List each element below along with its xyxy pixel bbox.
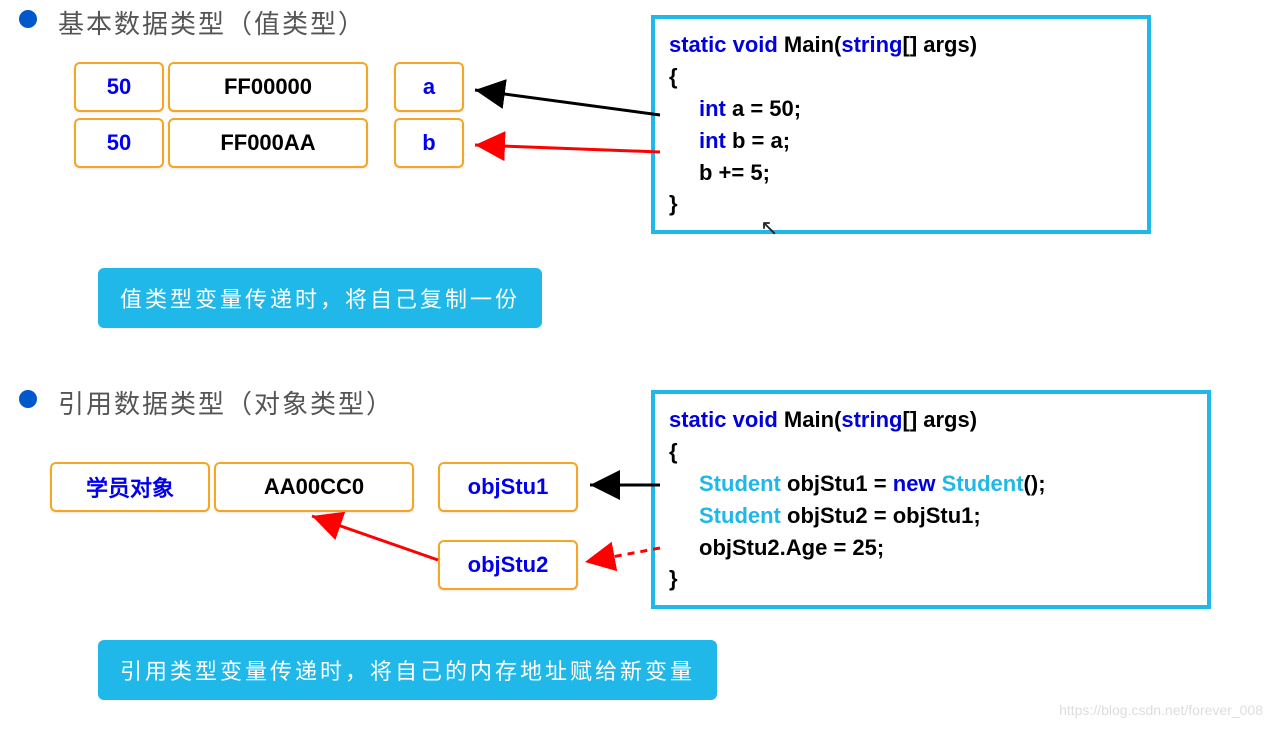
s2-cell-ref1: objStu1 <box>438 462 578 512</box>
banner-1: 值类型变量传递时，将自己复制一份 <box>98 268 542 328</box>
s2-cell-ref2: objStu2 <box>438 540 578 590</box>
kw-static-void-2: static void <box>669 407 784 432</box>
code1-line1b: a = 50; <box>732 96 801 121</box>
kw-student-new: Student <box>942 471 1024 496</box>
code2-l2b: objStu2 = objStu1; <box>787 503 981 528</box>
code2-line3: objStu2.Age = 25; <box>669 532 1193 564</box>
code-box-2: static void Main(string[] args) { Studen… <box>651 390 1211 609</box>
s1-cell-r2c1: 50 <box>74 118 164 168</box>
code2-l1b: objStu1 = <box>787 471 893 496</box>
bullet-section2 <box>19 390 37 408</box>
code-box-1: static void Main(string[] args) { int a … <box>651 15 1151 234</box>
code1-args: [] args) <box>903 32 978 57</box>
code2-l1e: (); <box>1024 471 1046 496</box>
kw-new: new <box>893 471 942 496</box>
kw-student-1: Student <box>699 471 787 496</box>
s1-cell-r1c1: 50 <box>74 62 164 112</box>
code1-brace-close: } <box>669 188 1133 220</box>
code1-sig: static void Main(string[] args) <box>669 29 1133 61</box>
s2-cell-addr: AA00CC0 <box>214 462 414 512</box>
code1-line1: int a = 50; <box>669 93 1133 125</box>
s1-cell-r1c2: FF00000 <box>168 62 368 112</box>
kw-string: string <box>841 32 902 57</box>
code2-line1: Student objStu1 = new Student(); <box>669 468 1193 500</box>
s1-cell-r2c2: FF000AA <box>168 118 368 168</box>
s2-cell-obj: 学员对象 <box>50 462 210 512</box>
code2-brace-open: { <box>669 436 1193 468</box>
code2-sig: static void Main(string[] args) <box>669 404 1193 436</box>
code1-line3: b += 5; <box>669 157 1133 189</box>
kw-student-2: Student <box>699 503 787 528</box>
code2-brace-close: } <box>669 563 1193 595</box>
s1-cell-r2c3: b <box>394 118 464 168</box>
code1-brace-open: { <box>669 61 1133 93</box>
kw-static-void: static void <box>669 32 784 57</box>
s1-cell-r1c3: a <box>394 62 464 112</box>
code2-args: [] args) <box>903 407 978 432</box>
kw-int-2: int <box>699 128 732 153</box>
code2-main: Main( <box>784 407 841 432</box>
cursor-icon: ↖ <box>760 215 778 241</box>
banner-2: 引用类型变量传递时，将自己的内存地址赋给新变量 <box>98 640 717 700</box>
kw-string-2: string <box>841 407 902 432</box>
bullet-section1 <box>19 10 37 28</box>
code1-main: Main( <box>784 32 841 57</box>
code1-line2b: b = a; <box>732 128 790 153</box>
watermark: https://blog.csdn.net/forever_008 <box>1059 702 1263 718</box>
kw-int-1: int <box>699 96 732 121</box>
section2-title: 引用数据类型（对象类型） <box>58 384 394 421</box>
code2-line2: Student objStu2 = objStu1; <box>669 500 1193 532</box>
code1-line2: int b = a; <box>669 125 1133 157</box>
section1-title: 基本数据类型（值类型） <box>58 4 366 41</box>
